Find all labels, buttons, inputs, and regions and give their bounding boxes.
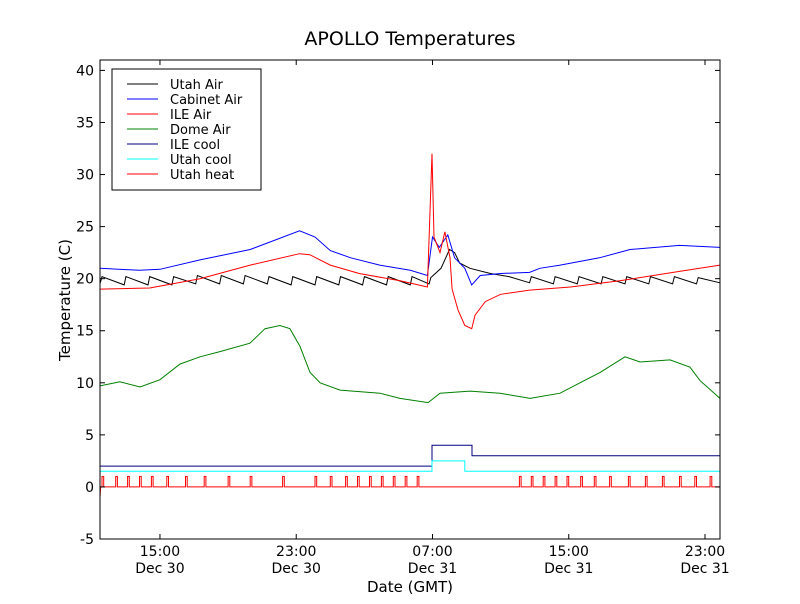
y-tick-label: -5 xyxy=(80,532,94,548)
x-tick-label-date: Dec 30 xyxy=(272,561,321,577)
x-tick-label-date: Dec 31 xyxy=(680,561,729,577)
x-tick-label-time: 23:00 xyxy=(685,544,725,560)
y-tick-label: 20 xyxy=(76,272,94,288)
x-tick-label-time: 15:00 xyxy=(140,544,180,560)
legend-label-utah-cool: Utah cool xyxy=(170,153,232,168)
y-tick-label: 40 xyxy=(76,63,94,79)
y-tick-label: 30 xyxy=(76,168,94,184)
series-line-utah-heat xyxy=(99,476,720,498)
chart-title: APOLLO Temperatures xyxy=(304,28,515,50)
y-tick-label: 15 xyxy=(76,324,94,340)
legend-label-dome-air: Dome Air xyxy=(170,123,231,138)
series-line-utah-cool xyxy=(100,460,720,472)
series-line-cabinet-air xyxy=(99,230,721,286)
x-tick-label-time: 15:00 xyxy=(549,544,589,560)
y-tick-label: 0 xyxy=(85,480,94,496)
x-tick-label-time: 07:00 xyxy=(412,544,452,560)
y-tick-label: 10 xyxy=(76,376,94,392)
series-line-ile-cool xyxy=(100,444,720,467)
x-tick-label-date: Dec 31 xyxy=(544,561,593,577)
legend-label-ile-cool: ILE cool xyxy=(170,138,220,153)
legend-label-utah-air: Utah Air xyxy=(170,78,223,93)
x-tick-label-time: 23:00 xyxy=(276,544,316,560)
series-line-dome-air xyxy=(99,324,721,404)
legend-label-ile-air: ILE Air xyxy=(170,108,212,123)
y-tick-label: 5 xyxy=(85,428,94,444)
series-line-utah-air xyxy=(99,248,721,286)
y-axis-label: Temperature (C) xyxy=(56,239,74,362)
x-tick-label-date: Dec 31 xyxy=(408,561,457,577)
y-tick-label: 35 xyxy=(76,115,94,131)
x-tick-label-date: Dec 30 xyxy=(135,561,184,577)
legend-label-utah-heat: Utah heat xyxy=(170,168,234,183)
x-axis-label: Date (GMT) xyxy=(367,578,453,596)
series-layer xyxy=(99,153,721,498)
y-tick-label: 25 xyxy=(76,220,94,236)
plot-frame xyxy=(99,59,721,540)
legend-label-cabinet-air: Cabinet Air xyxy=(170,93,243,108)
series-line-ile-air xyxy=(99,153,721,330)
